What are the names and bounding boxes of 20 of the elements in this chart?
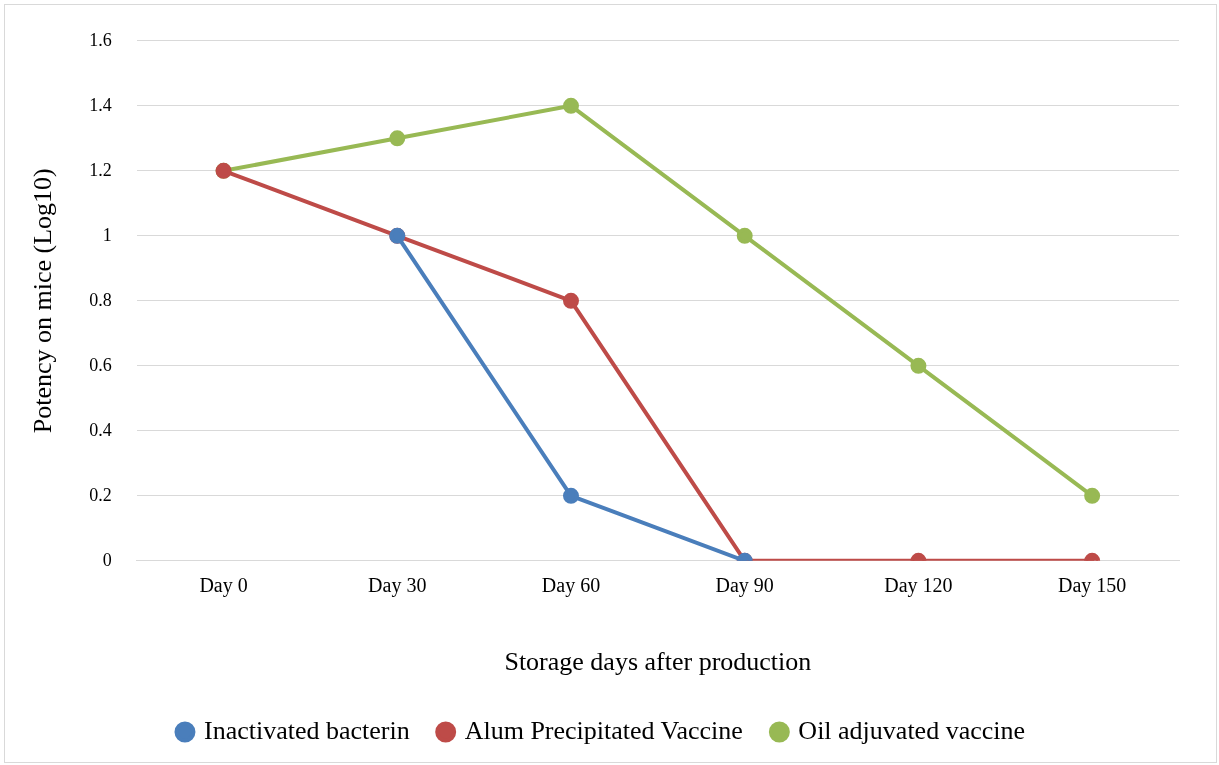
x-tick-label: Day 150 [1057,574,1127,598]
x-tick-label: Day 0 [199,574,248,598]
y-tick-label: 1.4 [89,94,112,115]
x-tick-label: Day 90 [715,574,774,598]
y-tick-label: 0.4 [89,419,112,440]
legend-label: Alum Precipitated Vaccine [464,715,743,745]
y-tick-label: 1 [102,224,112,245]
x-tick-label: Day 120 [884,574,953,598]
y-tick-label: 0.8 [89,289,112,310]
x-tick-label: Day 60 [541,574,601,598]
x-tick-label: Day 30 [368,574,427,598]
legend-label: Oil adjuvated vaccine [798,715,1026,745]
x-axis-title: Storage days after production [504,647,812,677]
y-axis-title: Potency on mice (Log10) [28,168,58,434]
y-tick-label: 0.2 [89,484,112,505]
legend-label: Inactivated bacterin [203,715,410,745]
y-tick-label: 1.6 [89,29,112,50]
y-tick-label: 1.2 [89,159,112,180]
y-tick-label: 0.6 [89,354,112,375]
y-tick-label: 0 [102,549,112,570]
